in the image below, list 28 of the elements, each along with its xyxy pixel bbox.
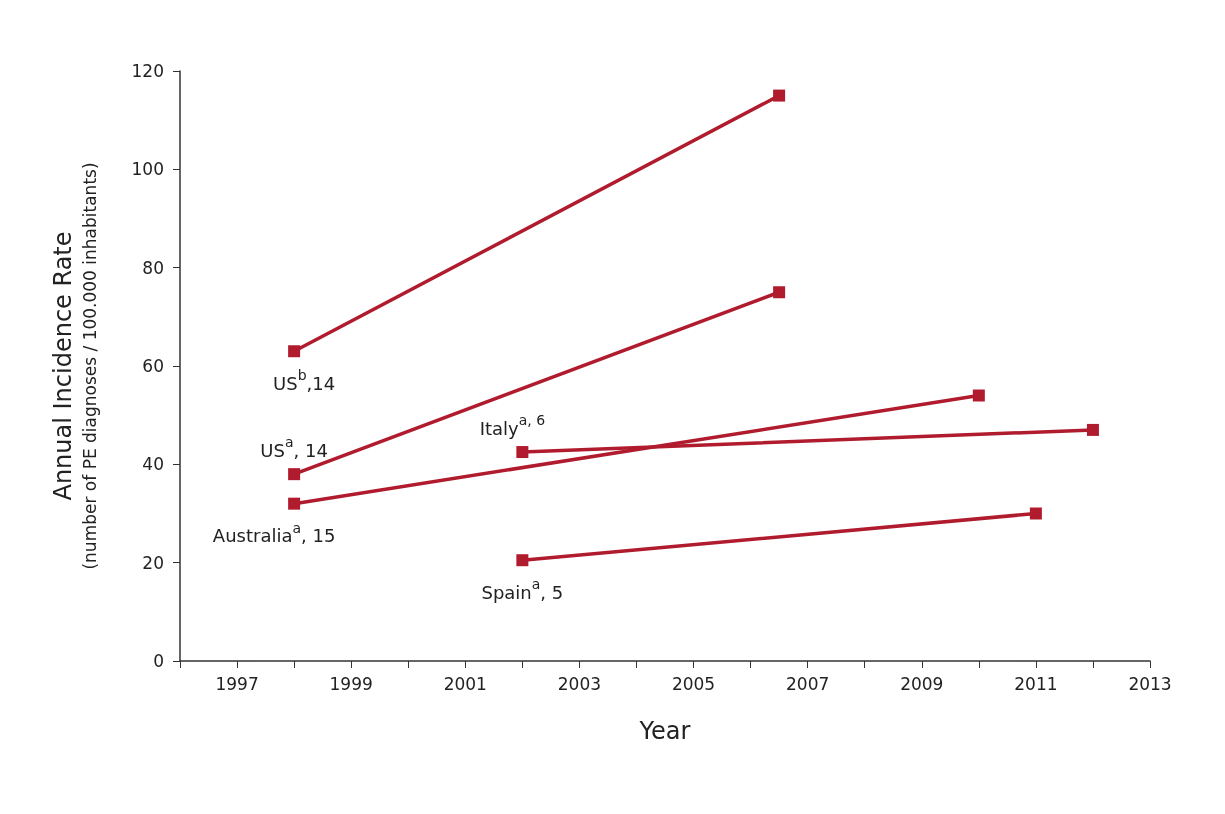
- y-tick-label: 40: [142, 454, 164, 475]
- x-tick-label: 2011: [1014, 673, 1058, 694]
- x-tick-label: 1999: [329, 673, 373, 694]
- point: [288, 345, 301, 358]
- point: [972, 389, 985, 402]
- point: [1029, 507, 1042, 520]
- x-tick-label: 2009: [900, 673, 944, 694]
- y-axis-title: Annual Incidence Rate (number of PE diagnoses / 100.000 inhabitants): [49, 162, 100, 570]
- point: [773, 89, 786, 102]
- y-tick-label: 100: [131, 159, 164, 180]
- x-tick-label: 2007: [786, 673, 830, 694]
- point: [773, 286, 786, 299]
- y-tick-label: 0: [153, 651, 164, 671]
- y-tick-label: 20: [142, 552, 164, 573]
- x-tick-label: 1997: [215, 673, 259, 694]
- y-tick-label: 60: [142, 356, 164, 376]
- point: [516, 446, 529, 459]
- point: [288, 468, 301, 481]
- point: [1086, 423, 1099, 436]
- x-axis-title: Year: [638, 717, 691, 745]
- y-tick-label: 120: [131, 61, 164, 81]
- x-tick-label: 2001: [443, 673, 487, 694]
- x-tick-label: 2005: [671, 673, 716, 694]
- y-tick-label: 80: [142, 257, 164, 278]
- point: [516, 554, 529, 567]
- x-tick-label: 2013: [1128, 673, 1172, 694]
- point: [288, 497, 301, 510]
- x-tick-label: 2003: [557, 673, 602, 694]
